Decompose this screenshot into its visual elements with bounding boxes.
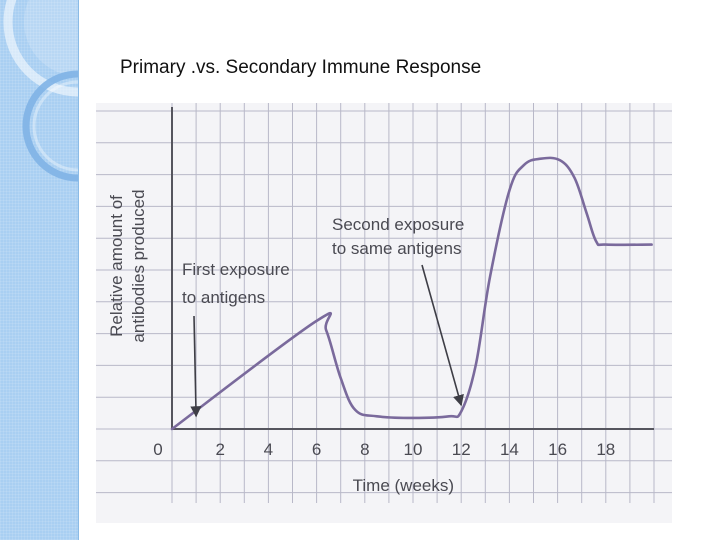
chart-axis-labels: Time (weeks) Relative amount of antibodies… <box>107 189 454 495</box>
annotation-line: to same antigens <box>332 239 461 258</box>
annotation-arrow <box>190 315 202 418</box>
x-tick-label: 14 <box>500 440 519 459</box>
chart-series <box>170 156 653 431</box>
chart-container: 0 2 4 6 8 10 12 14 16 18 First exposure to antigen… <box>96 103 672 523</box>
decorative-circles <box>3 0 79 182</box>
chart-axes <box>171 107 654 430</box>
y-axis-label-line: antibodies produced <box>129 189 148 342</box>
x-tick-label: 10 <box>404 440 423 459</box>
left-decorative-band <box>0 0 79 540</box>
y-axis-label-line: Relative amount of <box>107 195 126 337</box>
x-tick-label: 8 <box>360 440 369 459</box>
annotation-line: Second exposure <box>332 215 464 234</box>
chart-annotations: First exposure to antigens Second exposure… <box>182 215 464 418</box>
x-tick-label: 0 <box>153 440 162 459</box>
x-tick-label: 2 <box>215 440 224 459</box>
x-axis-label: Time (weeks) <box>353 476 454 495</box>
chart-background <box>96 103 672 523</box>
x-tick-label: 6 <box>312 440 321 459</box>
x-tick-label: 12 <box>452 440 471 459</box>
chart-grid <box>96 103 672 503</box>
annotation-line: First exposure <box>182 260 290 279</box>
band-edge-line <box>78 0 79 540</box>
annotation-line: to antigens <box>182 288 265 307</box>
x-tick-label: 16 <box>548 440 567 459</box>
annotation-arrow <box>421 264 464 407</box>
chart-x-ticks: 0 2 4 6 8 10 12 14 16 18 <box>153 440 615 459</box>
immune-response-chart: 0 2 4 6 8 10 12 14 16 18 First exposure to antigen… <box>96 103 672 523</box>
x-tick-label: 4 <box>264 440 273 459</box>
x-tick-label: 18 <box>596 440 615 459</box>
antibody-response-line <box>170 156 653 431</box>
slide-title: Primary .vs. Secondary Immune Response <box>120 57 482 78</box>
